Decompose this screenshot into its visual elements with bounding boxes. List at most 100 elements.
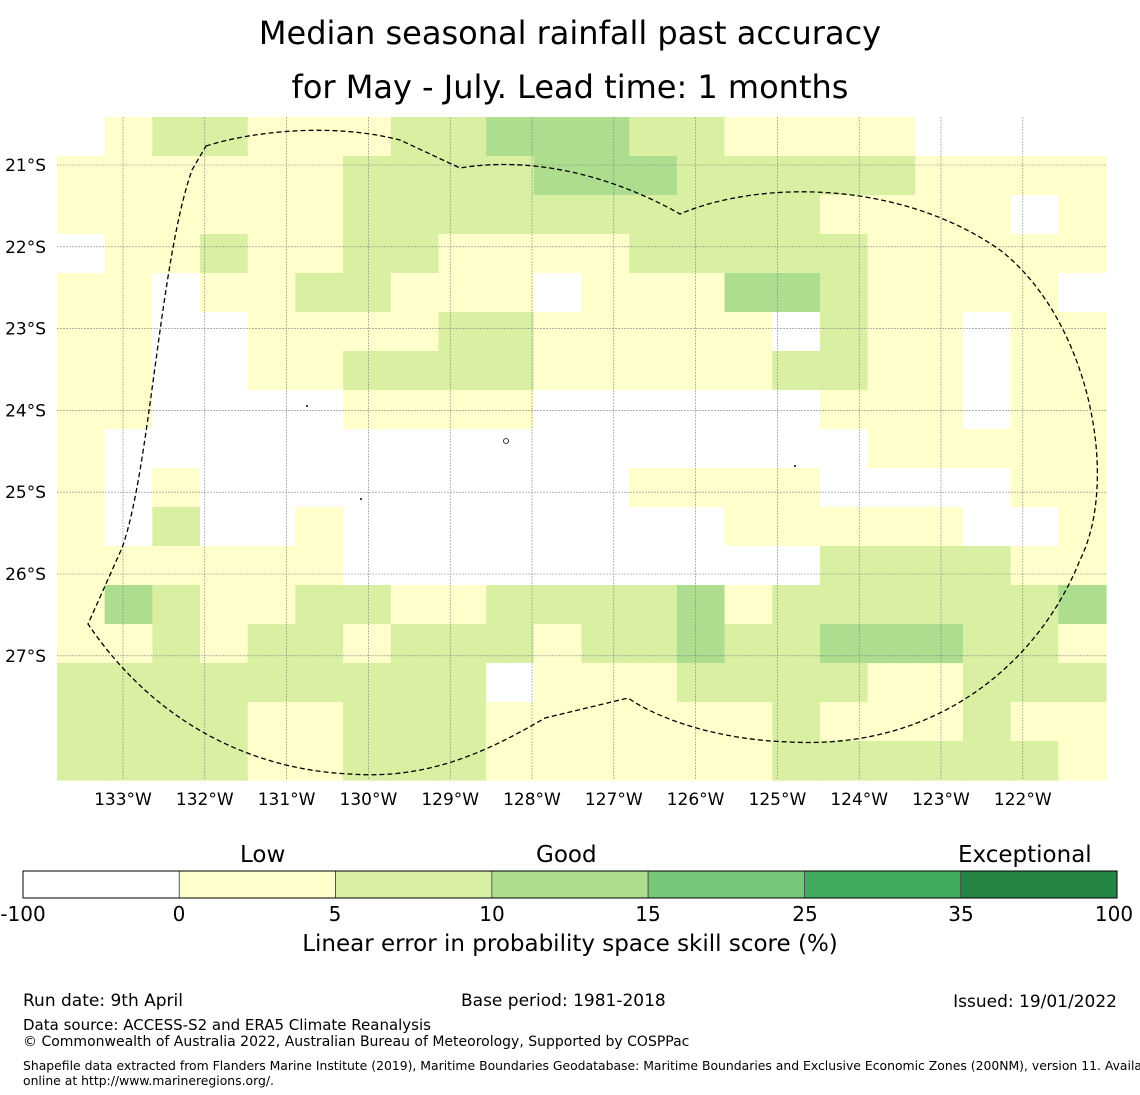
grid-cell bbox=[962, 351, 1012, 391]
grid-cell bbox=[200, 702, 249, 742]
grid-cell bbox=[724, 741, 773, 781]
grid-cell bbox=[962, 117, 1012, 157]
grid-cell bbox=[1010, 117, 1059, 157]
grid-cell bbox=[295, 117, 344, 157]
grid-cell bbox=[724, 351, 773, 391]
grid-cell bbox=[104, 624, 153, 664]
grid-cell bbox=[295, 663, 344, 703]
colorbar-segment bbox=[960, 870, 1118, 899]
grid-cell bbox=[915, 117, 964, 157]
grid-cell bbox=[438, 156, 487, 196]
grid-cell bbox=[772, 507, 821, 547]
grid-cell bbox=[57, 351, 106, 391]
colorbar-tick: 10 bbox=[479, 902, 505, 926]
grid-cell bbox=[581, 312, 630, 352]
longitude-label: 132°W bbox=[176, 790, 234, 810]
grid-cell bbox=[915, 624, 964, 664]
grid-cell bbox=[724, 468, 773, 508]
grid-cell bbox=[295, 351, 344, 391]
grid-cell bbox=[295, 507, 344, 547]
grid-cell bbox=[819, 741, 869, 781]
grid-cell bbox=[57, 507, 106, 547]
grid-cell bbox=[629, 234, 678, 274]
grid-cell bbox=[962, 156, 1012, 196]
grid-cell bbox=[915, 195, 964, 235]
grid-cell bbox=[295, 702, 344, 742]
grid-cell bbox=[247, 351, 297, 391]
grid-cell bbox=[915, 273, 964, 313]
grid-cell bbox=[533, 663, 583, 703]
grid-cell bbox=[247, 624, 297, 664]
grid-cell bbox=[390, 195, 440, 235]
grid-cell bbox=[200, 741, 249, 781]
grid-cell bbox=[152, 585, 201, 625]
latitude-label: 26°S bbox=[5, 565, 46, 585]
grid-cell bbox=[724, 273, 773, 313]
grid-cell bbox=[152, 507, 201, 547]
grid-cell bbox=[152, 273, 201, 313]
grid-cell bbox=[57, 195, 106, 235]
grid-cell bbox=[438, 390, 487, 430]
grid-cell bbox=[295, 585, 344, 625]
grid-cell bbox=[676, 156, 726, 196]
grid-cell bbox=[247, 273, 297, 313]
grid-cell bbox=[724, 507, 773, 547]
grid-cell bbox=[676, 312, 726, 352]
grid-cell bbox=[152, 156, 201, 196]
grid-cell bbox=[57, 117, 106, 157]
grid-cell bbox=[629, 624, 678, 664]
grid-cell bbox=[915, 546, 964, 586]
grid-cell bbox=[295, 156, 344, 196]
grid-cell bbox=[1058, 585, 1107, 625]
grid-cell bbox=[819, 429, 869, 469]
grid-cell bbox=[581, 429, 630, 469]
grid-cell bbox=[343, 312, 392, 352]
grid-cell bbox=[247, 117, 297, 157]
longitude-label: 122°W bbox=[994, 790, 1052, 810]
grid-cell bbox=[533, 741, 583, 781]
map-title: Median seasonal rainfall past accuracy f… bbox=[0, 6, 1140, 114]
grid-cell bbox=[819, 702, 869, 742]
grid-cell bbox=[486, 741, 535, 781]
run-date: Run date: 9th April bbox=[23, 991, 183, 1011]
colorbar-segment bbox=[491, 870, 649, 899]
grid-cell bbox=[152, 468, 201, 508]
grid-cell bbox=[1010, 468, 1059, 508]
grid-cell bbox=[57, 273, 106, 313]
grid-cell bbox=[772, 741, 821, 781]
grid-cell bbox=[200, 663, 249, 703]
grid-cell bbox=[247, 546, 297, 586]
grid-cell bbox=[772, 546, 821, 586]
grid-cell bbox=[438, 585, 487, 625]
grid-cell bbox=[629, 663, 678, 703]
grid-cell bbox=[57, 663, 106, 703]
shapefile-credit-line-2: online at http://www.marineregions.org/. bbox=[23, 1073, 274, 1088]
grid-cell bbox=[724, 390, 773, 430]
grid-cell bbox=[57, 312, 106, 352]
grid-cell bbox=[438, 429, 487, 469]
grid-cell bbox=[152, 702, 201, 742]
grid-cell bbox=[819, 507, 869, 547]
grid-cell bbox=[486, 468, 535, 508]
grid-cell bbox=[438, 624, 487, 664]
grid-cell bbox=[343, 702, 392, 742]
grid-cell bbox=[533, 507, 583, 547]
grid-cell bbox=[676, 507, 726, 547]
grid-cell bbox=[915, 312, 964, 352]
grid-cell bbox=[57, 702, 106, 742]
grid-cell bbox=[486, 546, 535, 586]
grid-cell bbox=[962, 624, 1012, 664]
grid-cell bbox=[819, 468, 869, 508]
grid-cell bbox=[343, 195, 392, 235]
colorbar bbox=[22, 870, 1118, 899]
grid-cell bbox=[486, 390, 535, 430]
grid-cell bbox=[390, 663, 440, 703]
grid-cell bbox=[57, 234, 106, 274]
grid-cell bbox=[772, 195, 821, 235]
grid-cell bbox=[629, 585, 678, 625]
grid-cell bbox=[390, 468, 440, 508]
grid-cell bbox=[772, 390, 821, 430]
grid-cell bbox=[104, 702, 153, 742]
grid-cell bbox=[57, 390, 106, 430]
grid-cell bbox=[200, 390, 249, 430]
